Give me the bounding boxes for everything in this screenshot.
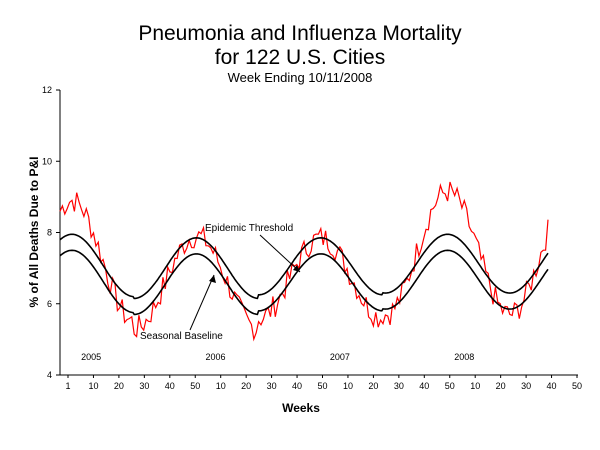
x-tick-label: 1	[65, 381, 70, 391]
x-axis-label: Weeks	[282, 401, 320, 415]
y-tick-label: 10	[42, 156, 52, 166]
y-tick-label: 8	[47, 228, 52, 238]
x-tick-label: 30	[139, 381, 149, 391]
x-tick-label: 10	[470, 381, 480, 391]
axes	[56, 89, 578, 378]
x-tick-label: 30	[394, 381, 404, 391]
series-seasonal-baseline-line	[59, 249, 549, 316]
x-tick-label: 40	[165, 381, 175, 391]
arrowhead-baseline	[209, 275, 216, 283]
x-tick-label: 30	[521, 381, 531, 391]
year-label-2005: 2005	[81, 352, 101, 362]
annotations: Epidemic Threshold Seasonal Baseline	[140, 223, 301, 342]
x-tick-label: 50	[317, 381, 327, 391]
x-tick-label: 10	[88, 381, 98, 391]
x-tick-label: 50	[572, 381, 582, 391]
x-tick-label: 50	[190, 381, 200, 391]
annotation-arrow-threshold	[259, 234, 301, 273]
series-epidemic-threshold-line	[59, 233, 549, 300]
x-tick-label: 50	[445, 381, 455, 391]
series-observed-line	[59, 181, 549, 342]
year-label-2007: 2007	[330, 352, 350, 362]
x-tick-label: 20	[368, 381, 378, 391]
x-tick-label: 20	[241, 381, 251, 391]
annotation-seasonal-baseline: Seasonal Baseline	[140, 331, 223, 342]
chart-title-line2: for 122 U.S. Cities	[214, 46, 386, 69]
arrowhead-threshold	[293, 265, 300, 272]
x-tick-label: 40	[547, 381, 557, 391]
year-label-2006: 2006	[205, 352, 225, 362]
year-label-2008: 2008	[454, 352, 474, 362]
x-tick-label: 30	[267, 381, 277, 391]
annotation-arrow-baseline	[189, 274, 215, 331]
annotation-epidemic-threshold: Epidemic Threshold	[205, 223, 293, 234]
x-tick-label: 40	[292, 381, 302, 391]
x-tick-label: 10	[343, 381, 353, 391]
y-tick-label: 6	[47, 299, 52, 309]
tick-labels: 4 6 8 10 12 1 10 20 30 40 50 10 20 30 40 50 10 20 30 40 50 10…	[42, 85, 582, 391]
series-lines	[59, 181, 549, 342]
chart-title: Pneumonia and Influenza Mortality	[138, 22, 462, 45]
chart-subtitle: Week Ending 10/11/2008	[227, 70, 373, 85]
x-tick-label: 10	[216, 381, 226, 391]
x-tick-label: 20	[496, 381, 506, 391]
y-tick-label: 4	[47, 370, 52, 380]
y-tick-label: 12	[42, 85, 52, 95]
y-axis-label: % of All Deaths Due to P&I	[27, 157, 41, 308]
x-tick-label: 40	[419, 381, 429, 391]
x-tick-label: 20	[114, 381, 124, 391]
